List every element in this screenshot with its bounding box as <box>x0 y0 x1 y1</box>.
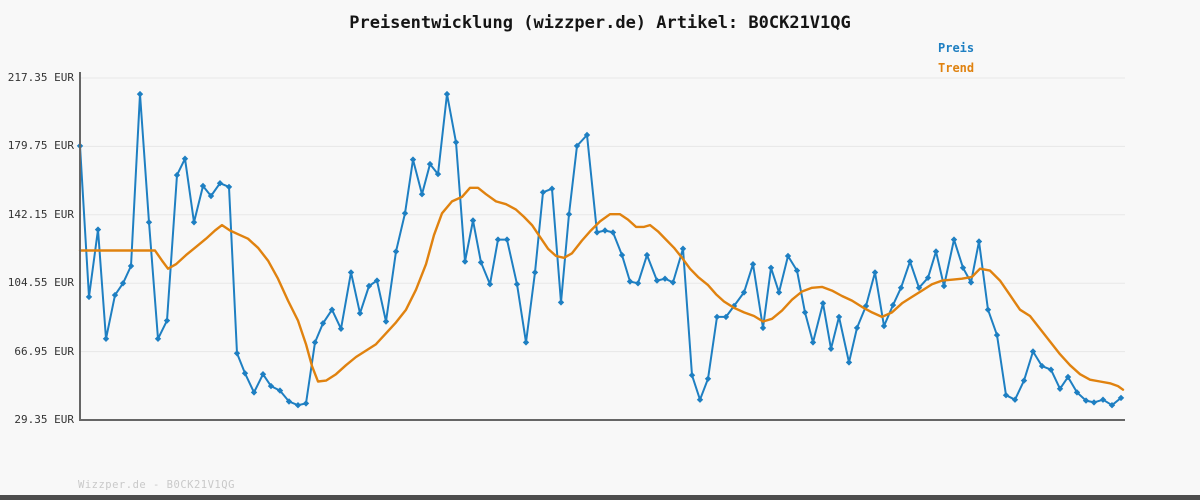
legend-item-trend: Trend <box>938 61 975 75</box>
watermark: Wizzper.de - B0CK21V1QG <box>78 479 235 491</box>
y-tick-label: 179.75 EUR <box>7 139 74 153</box>
y-tick-label: 104.55 EUR <box>7 276 74 290</box>
chart-legend: Preis Trend <box>938 38 974 78</box>
markers-preis <box>76 90 1125 409</box>
gridlines <box>81 77 1125 353</box>
bottom-edge-bar <box>0 495 1200 500</box>
y-tick-label: 29.35 EUR <box>14 413 74 426</box>
page-title: Preisentwicklung (wizzper.de) Artikel: B… <box>349 13 851 33</box>
y-tick-label: 66.95 EUR <box>14 344 74 358</box>
line-trend <box>78 186 1125 391</box>
series-lines <box>76 90 1125 409</box>
legend-item-preis: Preis <box>938 41 975 55</box>
line-preis <box>79 93 1122 407</box>
y-tick-label: 142.15 EUR <box>7 207 74 221</box>
y-tick-label: 217.35 EUR <box>7 71 74 84</box>
